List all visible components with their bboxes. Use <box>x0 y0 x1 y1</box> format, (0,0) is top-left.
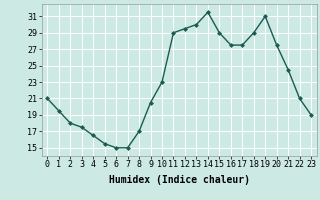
X-axis label: Humidex (Indice chaleur): Humidex (Indice chaleur) <box>109 175 250 185</box>
